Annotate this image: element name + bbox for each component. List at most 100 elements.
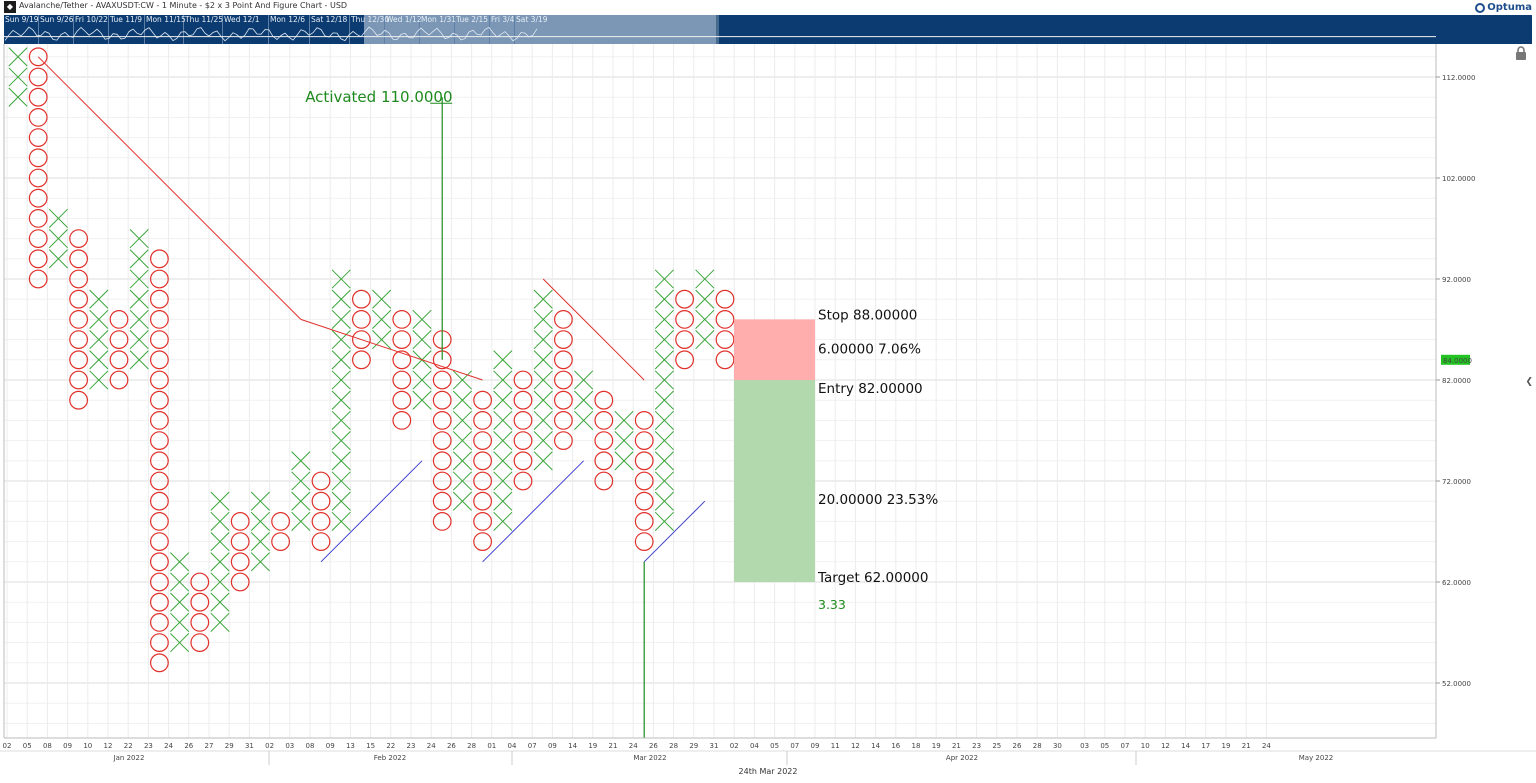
- trend-line: [37, 56, 302, 320]
- x-box: [250, 532, 270, 552]
- x-box: [170, 633, 190, 653]
- o-box: [634, 451, 654, 471]
- x-day-label: 14: [568, 742, 577, 750]
- x-box: [654, 511, 674, 531]
- x-box: [533, 410, 553, 430]
- x-day-label: 05: [23, 742, 32, 750]
- x-day-label: 26: [447, 742, 456, 750]
- o-box: [190, 613, 210, 632]
- x-box: [452, 370, 472, 390]
- x-day-label: 23: [972, 742, 981, 750]
- x-day-label: 12: [104, 742, 113, 750]
- o-box: [311, 532, 331, 551]
- x-box: [452, 491, 472, 511]
- x-day-label: 14: [871, 742, 880, 750]
- o-box: [311, 512, 331, 531]
- reward-risk-ratio: 3.33: [818, 597, 846, 612]
- x-box: [331, 330, 351, 350]
- o-box: [149, 350, 169, 370]
- x-box: [291, 451, 311, 471]
- lock-icon[interactable]: [1513, 46, 1529, 61]
- x-box: [412, 309, 432, 329]
- x-day-label: 07: [790, 742, 799, 750]
- reward-zone: [734, 380, 815, 582]
- x-month-label: Apr 2022: [946, 754, 978, 762]
- navigator-date-label: Fri 10/22: [75, 15, 108, 24]
- x-box: [614, 451, 634, 471]
- x-box: [493, 431, 513, 451]
- x-box: [129, 309, 149, 329]
- navigator-date-label: Fri 3/4: [491, 15, 515, 24]
- o-box: [149, 330, 169, 350]
- o-box: [473, 532, 493, 551]
- o-box: [149, 572, 169, 592]
- o-box: [149, 431, 169, 451]
- x-box: [452, 451, 472, 471]
- x-box: [210, 511, 230, 531]
- x-day-label: 27: [205, 742, 214, 750]
- x-box: [452, 410, 472, 430]
- navigator-date-label: Tue 11/9: [110, 15, 143, 24]
- x-box: [129, 330, 149, 350]
- x-box: [331, 350, 351, 370]
- x-day-label: 29: [689, 742, 698, 750]
- x-box: [372, 330, 392, 350]
- o-box: [392, 310, 412, 329]
- grid-lines: [3, 36, 1437, 738]
- x-day-label: 15: [366, 742, 375, 750]
- x-box: [533, 350, 553, 370]
- o-box: [513, 390, 533, 410]
- x-box: [533, 451, 553, 471]
- o-box: [69, 310, 88, 329]
- x-box: [331, 370, 351, 390]
- x-day-label: 19: [932, 742, 941, 750]
- o-box: [109, 330, 129, 350]
- x-box: [89, 330, 109, 350]
- o-box: [554, 350, 573, 370]
- x-day-label: 02: [265, 742, 274, 750]
- x-box: [493, 451, 513, 471]
- x-box: [614, 410, 634, 430]
- app-icon[interactable]: ◆: [4, 1, 16, 13]
- o-box: [675, 350, 694, 370]
- collapse-panel-chevron-icon[interactable]: ❮: [1525, 377, 1533, 387]
- x-box: [89, 370, 109, 390]
- x-box: [654, 491, 674, 511]
- x-box: [129, 289, 149, 309]
- x-box: [331, 431, 351, 451]
- trade-setup: Stop 88.00000 6.00000 7.06% Entry 82.00000…: [734, 307, 938, 612]
- x-box: [614, 431, 634, 451]
- x-day-label: 24: [629, 742, 638, 750]
- x-day-label: 09: [326, 742, 335, 750]
- x-day-label: 08: [306, 742, 315, 750]
- x-day-label: 24: [427, 742, 436, 750]
- x-box: [8, 87, 28, 107]
- x-box: [210, 491, 230, 511]
- o-box: [715, 330, 735, 350]
- x-day-label: 28: [1033, 742, 1042, 750]
- x-day-label: 07: [528, 742, 537, 750]
- x-box: [331, 390, 351, 410]
- x-day-label: 16: [891, 742, 900, 750]
- o-box: [554, 310, 573, 329]
- o-box: [230, 572, 250, 592]
- o-box: [230, 512, 250, 531]
- x-day-label: 24: [1262, 742, 1271, 750]
- x-box: [574, 410, 594, 430]
- navigator-drag-handle[interactable]: [716, 15, 719, 44]
- o-box: [594, 431, 614, 451]
- o-box: [230, 532, 250, 551]
- time-navigator[interactable]: [4, 15, 1532, 44]
- x-box: [210, 532, 230, 552]
- reward-label: 20.00000 23.53%: [818, 492, 938, 508]
- o-box: [432, 471, 452, 491]
- last-price-badge: [1441, 354, 1470, 365]
- x-axis: 02 05 08 09 10 12 22 23 24 26 27 29 31 02 03 08 09 13 15 22…: [0, 737, 1536, 776]
- navigator-separator: [38, 15, 39, 44]
- o-box: [634, 411, 654, 430]
- x-box: [412, 390, 432, 410]
- x-day-label: 19: [1222, 742, 1231, 750]
- last-price-label: 84.0000: [1443, 357, 1472, 365]
- x-day-label: 05: [1100, 742, 1109, 750]
